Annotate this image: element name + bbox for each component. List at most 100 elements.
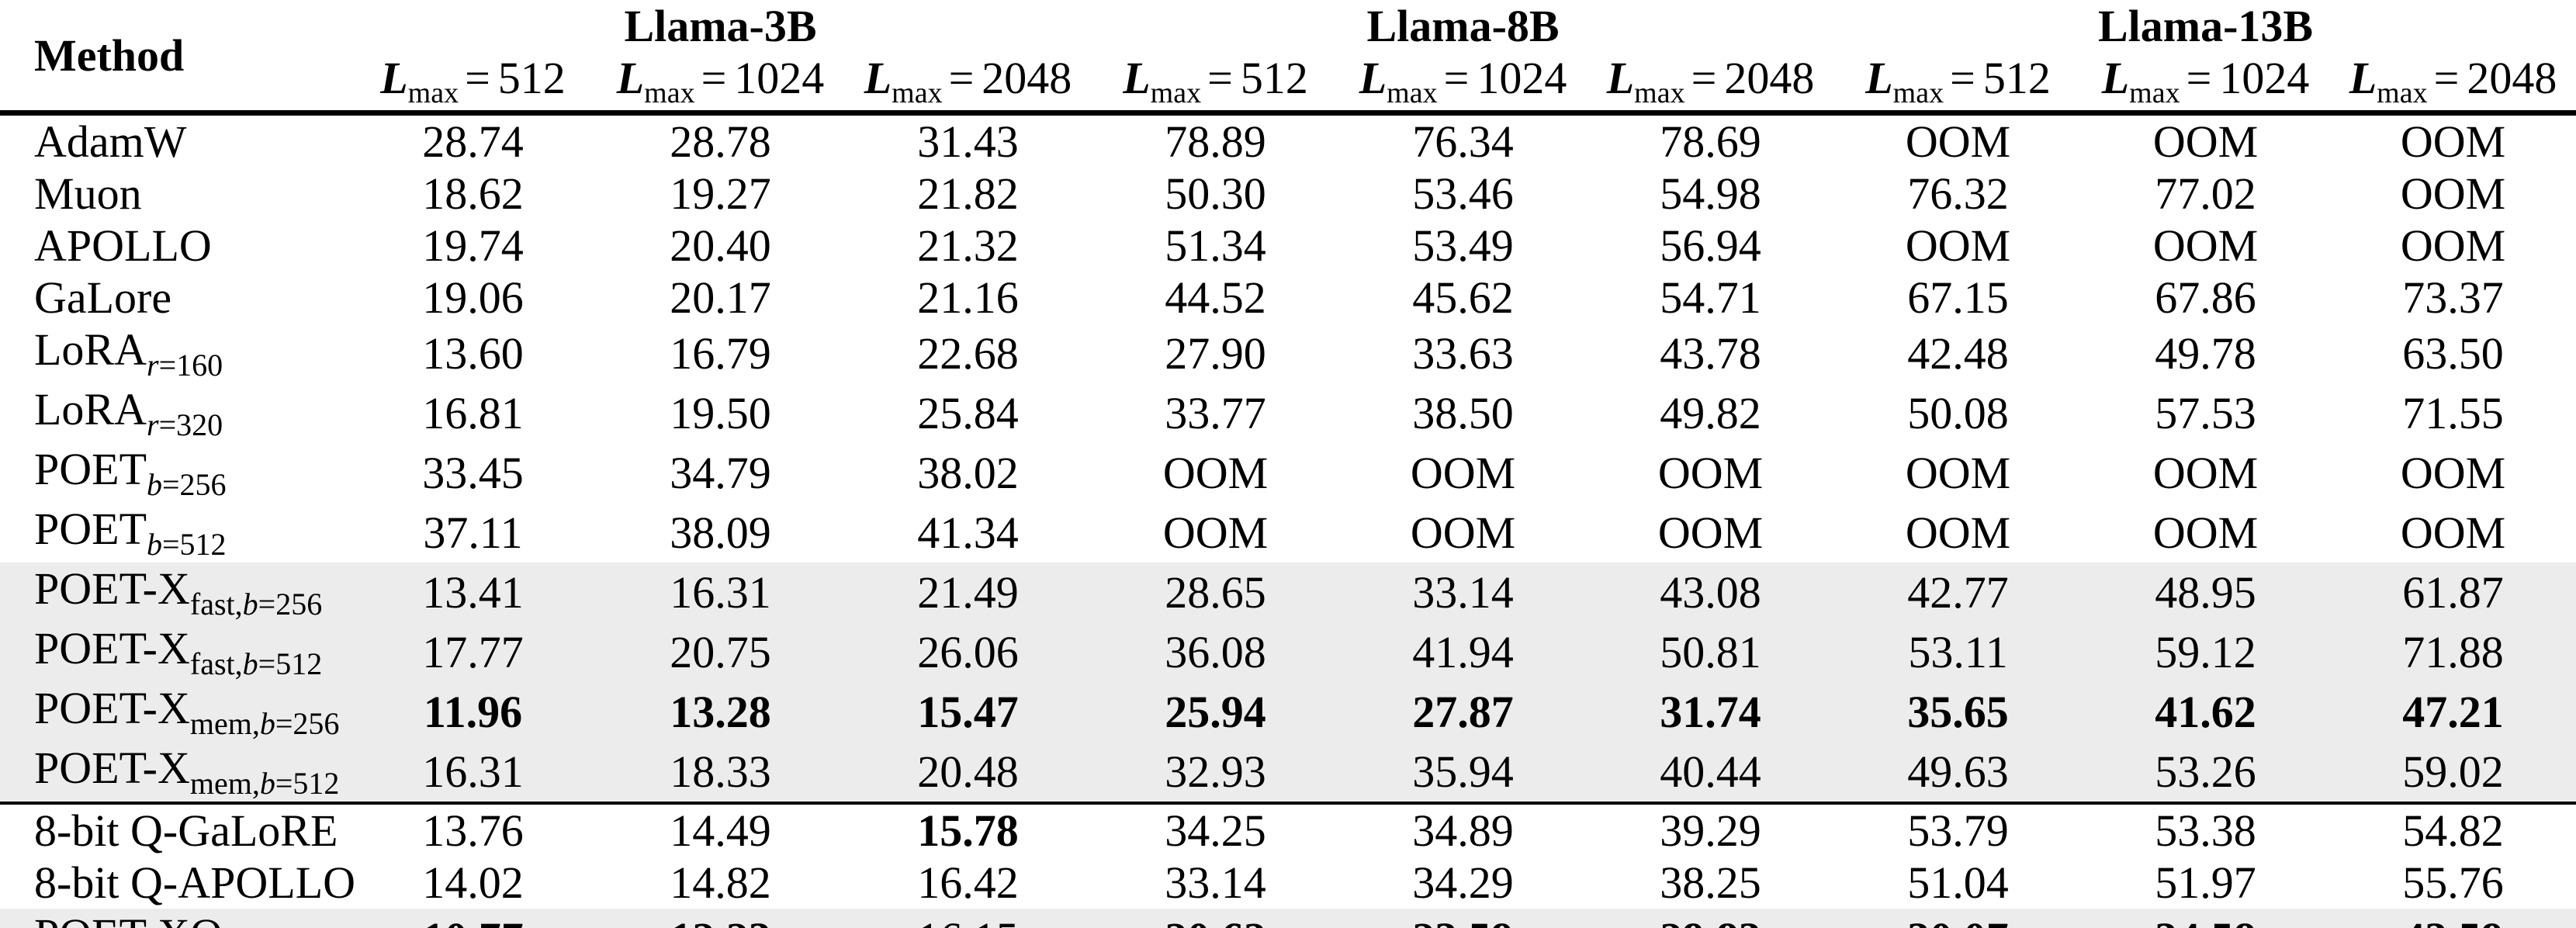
method-label: LoRAr=160	[0, 324, 349, 383]
value-cell: 76.34	[1412, 116, 1514, 167]
lmax-value: 1024	[1477, 53, 1567, 103]
method-label: GaLore	[0, 272, 349, 324]
value-cell: 22.68	[917, 328, 1019, 379]
lmax-symbol: L	[2101, 53, 2130, 103]
lmax-subscript: max	[2129, 77, 2180, 109]
value-cell: OOM	[1905, 220, 2011, 271]
value-cell: 43.08	[1660, 567, 1761, 618]
method-label: POET-Xfast,b=256	[0, 563, 349, 622]
lmax-subscript: max	[892, 77, 943, 109]
group-header-1: Llama-8B	[1366, 1, 1560, 51]
group-header-row: Method Llama-3B Llama-8B Llama-13B	[0, 0, 2576, 116]
value-cell: 17.77	[422, 627, 524, 677]
method-name: AdamW	[34, 116, 187, 167]
method-name: 8-bit Q-GaLoRE	[34, 805, 338, 856]
lmax-symbol: L	[616, 53, 645, 103]
value-cell: 33.14	[1412, 567, 1514, 618]
lmax-subscript: max	[1892, 77, 1944, 109]
lmax-value: 2048	[2467, 53, 2557, 103]
lmax-header-0: Lmax = 512	[349, 52, 597, 116]
lmax-header-4: Lmax = 1024	[1339, 52, 1587, 116]
value-cell: 53.46	[1412, 168, 1514, 219]
method-subscript: mem,	[189, 706, 260, 741]
lmax-subscript: max	[644, 77, 695, 109]
value-cell: OOM	[1657, 507, 1764, 558]
value-cell: 51.97	[2155, 857, 2256, 908]
lmax-header-7: Lmax = 1024	[2082, 52, 2330, 116]
value-cell: 54.98	[1660, 168, 1761, 219]
value-cell: 41.62	[2155, 687, 2256, 737]
method-label: 8-bit Q-GaLoRE	[0, 802, 349, 857]
method-name: POET	[34, 504, 147, 554]
value-cell: 14.82	[670, 857, 771, 908]
method-name: 8-bit Q-APOLLO	[34, 857, 356, 908]
value-cell: 33.63	[1412, 328, 1514, 379]
value-cell: 10.77	[349, 909, 597, 928]
table-row-8: POET-Xfast,b=256 13.41 16.31 21.49 28.65 33.1…	[0, 563, 2576, 622]
equals-sign: =	[1950, 53, 1975, 103]
value-cell: 33.45	[422, 448, 524, 498]
value-cell: 20.48	[917, 746, 1019, 797]
value-cell: 20.40	[670, 220, 771, 271]
value-cell: 49.78	[2155, 328, 2256, 379]
value-cell: 38.25	[1660, 857, 1761, 908]
value-cell: 32.93	[1165, 746, 1266, 797]
value-cell: OOM	[2400, 507, 2506, 558]
value-cell: 15.47	[917, 687, 1019, 737]
value-cell: 13.76	[349, 802, 597, 857]
value-cell: OOM	[2400, 168, 2506, 219]
value-cell: 38.50	[1412, 388, 1514, 438]
value-cell: OOM	[1410, 448, 1516, 498]
value-cell: 43.78	[1660, 328, 1761, 379]
lmax-subscript: max	[407, 77, 459, 109]
value-cell: 63.50	[2402, 328, 2504, 379]
value-cell: 16.31	[670, 567, 771, 618]
value-cell: OOM	[1162, 448, 1269, 498]
lmax-subscript: max	[1387, 77, 1438, 109]
value-cell: 31.74	[1660, 687, 1761, 737]
table-row-5: LoRAr=320 16.81 19.50 25.84 33.77 38.50 49.82 5…	[0, 383, 2576, 443]
method-subscript: fast,	[189, 646, 243, 681]
value-cell: 18.33	[670, 746, 771, 797]
value-cell: 78.69	[1660, 116, 1761, 167]
value-cell: OOM	[2400, 448, 2506, 498]
value-cell: 20.62	[1092, 909, 1339, 928]
value-cell: 55.76	[2402, 857, 2504, 908]
value-cell: 77.02	[2155, 168, 2256, 219]
lmax-header-8: Lmax = 2048	[2329, 52, 2576, 116]
value-cell: 19.27	[670, 168, 771, 219]
value-cell: 41.34	[917, 507, 1019, 558]
value-cell: OOM	[1162, 507, 1269, 558]
value-cell: 25.84	[917, 388, 1019, 438]
method-subscript: =512	[162, 527, 227, 562]
value-cell: OOM	[2152, 116, 2259, 167]
value-cell: 51.04	[1907, 857, 2009, 908]
value-cell: 13.41	[422, 567, 524, 618]
lmax-header-row: Lmax = 512 Lmax = 1024 Lmax = 2048 Lmax = 512 Lmax = 1…	[0, 52, 2576, 116]
table-row-7: POETb=512 37.11 38.09 41.34 OOM OOM OOM OOM OOM O…	[0, 503, 2576, 563]
method-label: POET-XQb=256	[0, 909, 349, 928]
value-cell: 35.94	[1412, 746, 1514, 797]
value-cell: 78.89	[1165, 116, 1266, 167]
table-row-10: POET-Xmem,b=256 11.96 13.28 15.47 25.94 27.87…	[0, 682, 2576, 742]
value-cell: 11.96	[423, 687, 523, 737]
value-cell: OOM	[1410, 507, 1516, 558]
value-cell: 56.94	[1660, 220, 1761, 271]
method-name: POET-X	[34, 683, 190, 733]
value-cell: 12.23	[597, 909, 844, 928]
method-label: POETb=512	[0, 503, 349, 563]
table-row-9: POET-Xfast,b=512 17.77 20.75 26.06 36.08 41.9…	[0, 622, 2576, 682]
value-cell: 51.34	[1165, 220, 1266, 271]
value-cell: 71.88	[2402, 627, 2504, 677]
lmax-header-2: Lmax = 2048	[844, 52, 1092, 116]
value-cell: 14.49	[597, 802, 844, 857]
lmax-subscript: max	[1150, 77, 1202, 109]
lmax-symbol: L	[1359, 53, 1387, 103]
value-cell: 20.17	[670, 272, 771, 323]
lmax-header-3: Lmax = 512	[1092, 52, 1340, 116]
table-row-13: 8-bit Q-APOLLO 14.02 14.82 16.42 33.14 34.29 3…	[0, 857, 2576, 909]
table-row-12: 8-bit Q-GaLoRE 13.76 14.49 15.78 34.25 34.89 3…	[0, 802, 2576, 857]
value-cell: 53.49	[1412, 220, 1514, 271]
method-label: 8-bit Q-APOLLO	[0, 857, 355, 909]
